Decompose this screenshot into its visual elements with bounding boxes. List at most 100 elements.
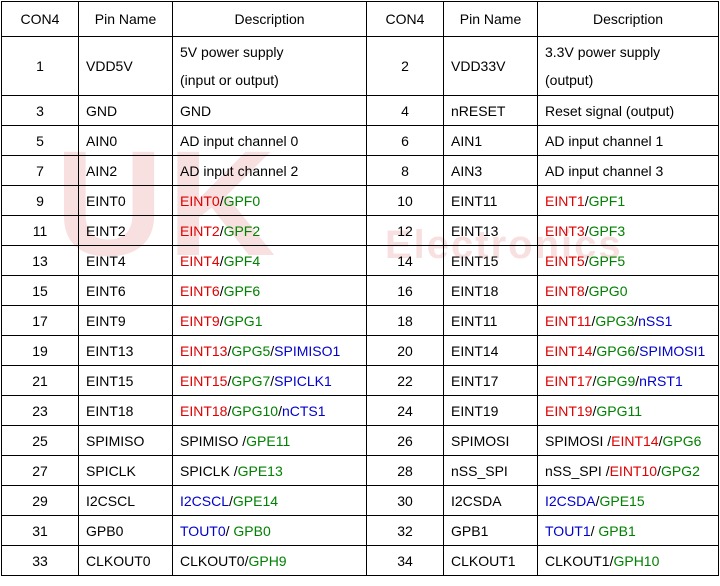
description-segment: GPG6: [662, 432, 702, 449]
pin-table: CON4 Pin Name Description CON4 Pin Name …: [1, 1, 719, 576]
description-segment: I2CSDA: [545, 492, 596, 509]
header-pin-name-left: Pin Name: [78, 1, 173, 37]
description-segment: /: [270, 372, 275, 389]
description-segment: GPF0: [223, 192, 261, 209]
header-description-right: Description: [537, 1, 719, 37]
description-line: EINT19/GPG11: [545, 402, 718, 420]
pin-number-left: 13: [1, 245, 79, 276]
description-segment: /: [592, 372, 597, 389]
description-segment: Reset signal (output): [545, 102, 675, 119]
pin-number-left: 15: [1, 275, 79, 306]
description-line: (input or output): [180, 66, 366, 94]
pin-name-left: CLKOUT0: [78, 545, 173, 576]
pin-name-left: GPB0: [78, 515, 173, 546]
pin-number-right: 8: [366, 155, 444, 186]
pin-number-right: 16: [366, 275, 444, 306]
pin-name-right: EINT13: [443, 215, 538, 246]
pin-number-right: 28: [366, 455, 444, 486]
pin-name-left: EINT15: [78, 365, 173, 396]
description-segment: /: [657, 462, 661, 479]
description-line: Reset signal (output): [545, 102, 718, 120]
description-segment: GPG5: [231, 342, 271, 359]
description-segment: GPE14: [232, 492, 279, 509]
description-segment: GPG3: [595, 312, 635, 329]
description-segment: GPH9: [248, 552, 287, 569]
description-segment: GPF3: [588, 222, 626, 239]
pin-name-left: EINT18: [78, 395, 173, 426]
description-segment: SPIMISO /: [180, 432, 247, 449]
pin-name-left: SPIMISO: [78, 425, 173, 456]
description-segment: GPB0: [233, 522, 271, 539]
pin-number-right: 26: [366, 425, 444, 456]
description-line: EINT4/GPF4: [180, 252, 366, 270]
pin-name-right: SPIMOSI: [443, 425, 538, 456]
description-line: EINT14/GPG6/SPIMOSI1: [545, 342, 718, 360]
pin-name-left: SPICLK: [78, 455, 173, 486]
description-segment: TOUT0: [180, 522, 226, 539]
description-line: EINT13/GPG5/SPIMISO1: [180, 342, 366, 360]
description-line: EINT5/GPF5: [545, 252, 718, 270]
description-line: AD input channel 1: [545, 132, 718, 150]
pin-number-left: 17: [1, 305, 79, 336]
description-segment: EINT10: [609, 462, 658, 479]
pin-description-right: EINT17/GPG9/nRST1: [537, 365, 719, 396]
table-row: 13 EINT4 EINT4/GPF4 14 EINT15 EINT5/GPF5: [1, 245, 719, 276]
pin-name-right: EINT14: [443, 335, 538, 366]
description-segment: GND: [180, 102, 212, 119]
pin-number-left: 5: [1, 125, 79, 156]
description-segment: SPICLK1: [274, 372, 332, 389]
table-row: 7 AIN2 AD input channel 2 8 AIN3 AD input cha…: [1, 155, 719, 186]
pin-name-right: AIN3: [443, 155, 538, 186]
description-segment: SPICLK /: [180, 462, 238, 479]
description-segment: GPG9: [596, 372, 636, 389]
description-line: EINT2/GPF2: [180, 222, 366, 240]
pin-description-right: CLKOUT1/GPH10: [537, 545, 719, 576]
description-segment: /: [584, 252, 589, 269]
pin-description-left: SPIMISO /GPE11: [172, 425, 367, 456]
table-row: 23 EINT18 EINT18/GPG10/nCTS1 24 EINT19 EINT19…: [1, 395, 719, 426]
table-row: 5 AIN0 AD input channel 0 6 AIN1 AD input cha…: [1, 125, 719, 156]
description-segment: EINT5: [545, 252, 585, 269]
pin-number-right: 2: [366, 36, 444, 96]
description-segment: /: [227, 372, 232, 389]
description-segment: /: [658, 432, 663, 449]
pin-number-right: 32: [366, 515, 444, 546]
description-segment: /: [592, 342, 597, 359]
description-line: EINT17/GPG9/nRST1: [545, 372, 718, 390]
pin-name-left: AIN2: [78, 155, 173, 186]
table-row: 1 VDD5V 5V power supply (input or output) 2 V…: [1, 36, 719, 96]
description-segment: /: [592, 402, 597, 419]
description-segment: EINT14: [611, 432, 659, 449]
pin-name-left: VDD5V: [78, 36, 173, 96]
pin-description-right: I2CSDA/GPE15: [537, 485, 719, 516]
description-segment: EINT9: [180, 312, 220, 329]
pin-name-right: VDD33V: [443, 36, 538, 96]
pin-description-left: 5V power supply (input or output): [172, 36, 367, 96]
description-line: AD input channel 0: [180, 132, 366, 150]
description-segment: SPIMOSI /: [545, 432, 612, 449]
table-header-row: CON4 Pin Name Description CON4 Pin Name …: [1, 1, 719, 37]
pin-description-left: EINT4/GPF4: [172, 245, 367, 276]
description-segment: EINT4: [180, 252, 220, 269]
description-segment: /: [584, 222, 589, 239]
description-segment: EINT19: [545, 402, 593, 419]
description-segment: (output): [545, 72, 594, 88]
description-line: SPIMISO /GPE11: [180, 432, 366, 450]
description-line: TOUT0/ GPB0: [180, 522, 366, 540]
description-segment: GPG1: [223, 312, 263, 329]
description-segment: nSS_SPI /: [545, 462, 610, 479]
pin-number-right: 30: [366, 485, 444, 516]
pin-number-right: 4: [366, 95, 444, 126]
description-segment: I2CSCL: [180, 492, 230, 509]
pin-description-right: EINT1/GPF1: [537, 185, 719, 216]
description-segment: GPG7: [231, 372, 271, 389]
description-segment: EINT3: [545, 222, 585, 239]
pin-number-left: 9: [1, 185, 79, 216]
pin-number-left: 21: [1, 365, 79, 396]
description-line: EINT15/GPG7/SPICLK1: [180, 372, 366, 390]
header-con4-left: CON4: [1, 1, 79, 37]
description-line: EINT8/GPG0: [545, 282, 718, 300]
pin-description-right: EINT19/GPG11: [537, 395, 719, 426]
pin-description-left: GND: [172, 95, 367, 126]
description-segment: EINT6: [180, 282, 220, 299]
